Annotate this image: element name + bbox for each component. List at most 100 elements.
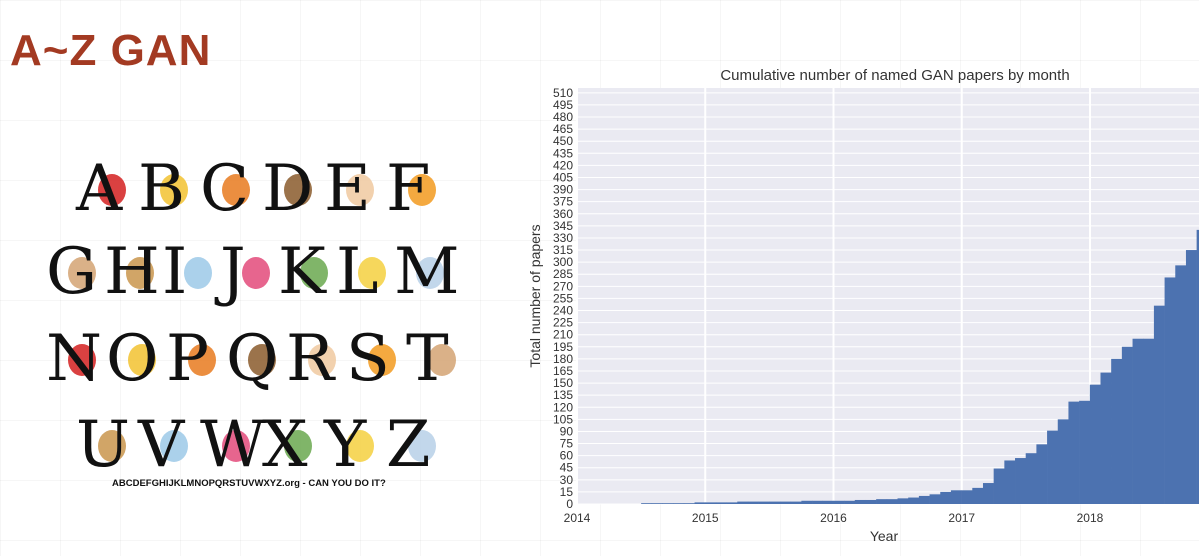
bar <box>950 490 962 504</box>
alphabet-letter: K <box>278 235 327 309</box>
x-tick-label: 2015 <box>692 511 719 525</box>
y-tick-label: 300 <box>553 255 573 269</box>
bar <box>1089 384 1101 504</box>
food-character-icon <box>346 174 374 206</box>
y-tick-label: 450 <box>553 134 573 148</box>
food-character-icon <box>408 174 436 206</box>
y-tick-label: 120 <box>553 400 573 414</box>
food-character-icon <box>188 344 216 376</box>
bar <box>876 499 888 504</box>
food-character-icon <box>98 430 126 462</box>
y-axis-label: Total number of papers <box>527 224 543 367</box>
y-tick-label: 375 <box>553 195 573 209</box>
bar <box>822 500 834 504</box>
bar <box>662 503 674 504</box>
bar <box>1068 401 1080 504</box>
bar <box>715 502 727 504</box>
y-tick-label: 345 <box>553 219 573 233</box>
alphabet-letter: N <box>46 322 102 396</box>
x-axis-ticks: 2014 2015 2016 2017 2018 <box>564 511 1104 525</box>
food-character-icon <box>98 174 126 206</box>
bar <box>1121 346 1133 504</box>
alphabet-letter: F <box>386 152 430 226</box>
x-tick-label: 2017 <box>948 511 975 525</box>
bar <box>683 503 695 504</box>
x-tick-label: 2014 <box>564 511 591 525</box>
bar <box>1111 358 1123 504</box>
y-axis-ticks: 0153045607590105120135150165180195210225… <box>553 86 573 511</box>
food-character-icon <box>408 430 436 462</box>
bar <box>1143 338 1155 504</box>
food-character-icon <box>222 174 250 206</box>
y-tick-label: 330 <box>553 231 573 245</box>
food-character-icon <box>160 430 188 462</box>
y-tick-label: 240 <box>553 304 573 318</box>
bar <box>790 501 802 504</box>
bar <box>993 468 1005 504</box>
bar <box>844 500 856 504</box>
bar <box>1185 250 1197 504</box>
food-character-icon <box>222 430 250 462</box>
bar <box>1153 305 1165 504</box>
bar <box>897 498 909 504</box>
food-character-icon <box>416 257 444 289</box>
food-character-icon <box>160 174 188 206</box>
food-character-icon <box>242 257 270 289</box>
bar <box>726 502 738 504</box>
x-tick-label: 2018 <box>1077 511 1104 525</box>
alphabet-letter: J <box>214 235 246 309</box>
bar <box>705 502 717 504</box>
bar <box>1036 444 1048 504</box>
y-tick-label: 420 <box>553 158 573 172</box>
alphabet-letter: B <box>138 152 185 226</box>
food-character-icon <box>346 430 374 462</box>
alphabet-letter: Q <box>226 322 278 396</box>
y-tick-label: 90 <box>560 424 574 438</box>
food-character-icon <box>284 174 312 206</box>
bar <box>865 499 877 504</box>
y-tick-label: 165 <box>553 364 573 378</box>
food-character-icon <box>284 430 312 462</box>
bar <box>940 491 952 504</box>
y-tick-label: 270 <box>553 279 573 293</box>
food-character-icon <box>126 257 154 289</box>
x-tick-label: 2016 <box>820 511 847 525</box>
y-tick-label: 360 <box>553 207 573 221</box>
bar <box>780 501 791 504</box>
food-character-icon <box>184 257 212 289</box>
bar <box>812 500 824 504</box>
bar <box>641 503 653 504</box>
y-tick-label: 15 <box>560 485 574 499</box>
x-axis-label: Year <box>870 528 899 544</box>
y-tick-label: 0 <box>566 497 573 511</box>
gan-papers-chart: Cumulative number of named GAN papers by… <box>527 67 1199 544</box>
y-tick-label: 390 <box>553 183 573 197</box>
bar <box>737 501 749 504</box>
y-tick-label: 30 <box>560 473 574 487</box>
y-tick-label: 405 <box>553 170 573 184</box>
alphabet-letter: G <box>46 235 97 309</box>
food-character-icon <box>358 257 386 289</box>
food-character-icon <box>68 257 96 289</box>
bar <box>1057 419 1069 504</box>
y-tick-label: 285 <box>553 267 573 281</box>
alphabet-letter: Y <box>323 408 367 482</box>
alphabet-letter: T <box>406 322 449 396</box>
bar <box>854 499 866 504</box>
bar <box>651 503 663 504</box>
bar <box>1132 338 1144 504</box>
y-tick-label: 315 <box>553 243 573 257</box>
alphabet-letter: I <box>162 235 187 309</box>
bar <box>972 487 984 504</box>
bar <box>1047 430 1059 504</box>
y-tick-label: 480 <box>553 110 573 124</box>
y-tick-label: 495 <box>553 98 573 112</box>
bar <box>1079 400 1091 504</box>
alphabet-caption: ABCDEFGHIJKLMNOPQRSTUVWXYZ.org - CAN YOU… <box>112 478 386 489</box>
alphabet-letter: O <box>106 322 158 396</box>
y-tick-label: 150 <box>553 376 573 390</box>
food-character-icon <box>68 344 96 376</box>
bar <box>908 497 920 504</box>
bar <box>982 483 994 504</box>
y-tick-label: 135 <box>553 388 573 402</box>
